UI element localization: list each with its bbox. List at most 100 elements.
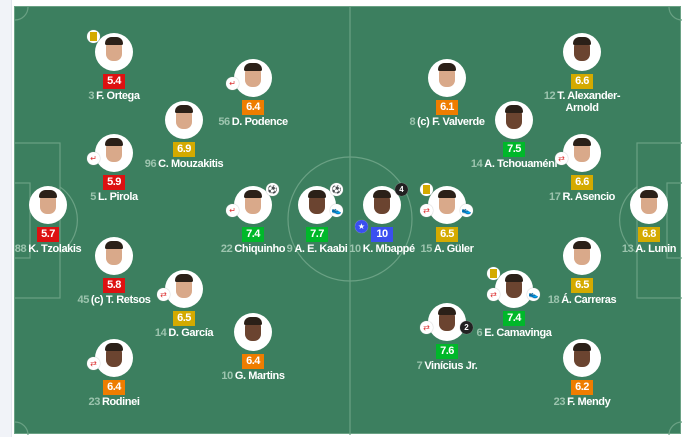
player-home[interactable]: 6.9 96 C. Mouzakitis [139, 101, 229, 170]
rating-badge: 5.4 [103, 74, 125, 89]
player-away[interactable]: 6.2 23 F. Mendy [537, 339, 627, 408]
player-avatar: ↵ [87, 134, 133, 172]
player-name-text: T. Alexander-Arnold [557, 90, 621, 114]
shirt-number: 3 [88, 90, 95, 102]
player-home[interactable]: ↵ ⚽ 7.4 22 Chiquinho [208, 183, 298, 255]
substitution-icon: ⇄ [420, 204, 433, 217]
rating-badge: 6.4 [242, 100, 264, 115]
rating-badge: 6.4 [242, 354, 264, 369]
player-name: 14 A. Tchouaméni [469, 158, 559, 170]
player-name: 22 Chiquinho [208, 243, 298, 255]
player-avatar [87, 30, 133, 71]
goal-icon: ⚽ [330, 183, 343, 196]
player-avatar: ↵ ⚽ [226, 183, 279, 224]
shirt-number: 17 [549, 191, 561, 203]
rating-badge: 5.7 [37, 227, 59, 242]
player-avatar [563, 33, 601, 71]
rating-badge: 6.8 [638, 227, 660, 242]
player-name: 10 K. Mbappé [337, 243, 427, 255]
player-avatar: ⇄ [555, 134, 601, 172]
rating-badge: 6.5 [436, 227, 458, 242]
player-name-text: L. Pirola [97, 191, 138, 203]
player-away[interactable]: ⇄ 6.6 17 R. Asencio [537, 134, 627, 203]
player-home[interactable]: 6.4 10 G. Martins [208, 313, 298, 382]
substitution-icon: ⇄ [157, 288, 170, 301]
player-home[interactable]: ⇄ 6.5 14 D. García [139, 270, 229, 339]
yellow-card-icon [487, 267, 500, 280]
player-name: 17 R. Asencio [537, 191, 627, 203]
player-away[interactable]: ⇄ 👟 6.5 15 A. Güler [402, 183, 492, 255]
player-avatar [95, 237, 133, 275]
player-name-text: K. Tzolakis [28, 243, 82, 255]
player-away[interactable]: 6.5 18 Á. Carreras [537, 237, 627, 306]
substituted-off-icon: ↵ [226, 77, 239, 90]
rating-badge: 6.6 [571, 74, 593, 89]
player-home[interactable]: ⇄ 6.4 23 Rodinei [69, 339, 159, 408]
player-away[interactable]: 4 ★ 10 10 K. Mbappé [337, 183, 427, 255]
player-avatar [234, 313, 272, 351]
player-avatar [29, 186, 67, 224]
goal-count-icon: 4 [395, 183, 408, 196]
shirt-number: 23 [553, 396, 566, 408]
shirt-number: 22 [220, 243, 233, 255]
player-name: 15 A. Güler [402, 243, 492, 255]
goal-icon: ⚽ [266, 183, 279, 196]
player-away[interactable]: 6.1 8 (c) F. Valverde [402, 59, 492, 128]
player-home[interactable]: ↵ 5.9 5 L. Pirola [69, 134, 159, 203]
player-name: 45 (c) T. Retsos [69, 294, 159, 306]
player-name: 9 A. E. Kaabi [272, 243, 362, 255]
shirt-number: 14 [154, 327, 167, 339]
player-name-text: (c) F. Valverde [417, 116, 485, 128]
player-name: 23 Rodinei [69, 396, 159, 408]
player-name-text: R. Asencio [562, 191, 615, 203]
player-away[interactable]: ⇄ 👟 7.4 6 E. Camavinga [469, 267, 559, 339]
player-name-text: F. Ortega [96, 90, 140, 102]
player-name: 3 F. Ortega [69, 90, 159, 102]
substitution-icon: ⇄ [555, 152, 568, 165]
player-name-text: A. E. Kaabi [294, 243, 348, 255]
player-home[interactable]: 5.4 3 F. Ortega [69, 30, 159, 102]
player-home[interactable]: 5.8 45 (c) T. Retsos [69, 237, 159, 306]
player-name-text: D. Podence [231, 116, 288, 128]
player-name-text: Á. Carreras [561, 294, 617, 306]
rating-badge: 7.5 [503, 142, 525, 157]
rating-badge: 6.6 [571, 175, 593, 190]
player-away[interactable]: 6.6 12 T. Alexander-Arnold [537, 33, 627, 114]
player-away[interactable]: 7.5 14 A. Tchouaméni [469, 101, 559, 170]
shirt-number: 7 [416, 360, 423, 372]
player-avatar: ⇄ 👟 [420, 183, 473, 224]
shirt-number: 14 [470, 158, 483, 170]
player-name-text: C. Mouzakitis [158, 158, 224, 170]
shirt-number: 13 [621, 243, 634, 255]
player-avatar [495, 101, 533, 139]
player-avatar: ⇄ 2 [420, 303, 473, 341]
rating-badge: 10 [371, 227, 393, 242]
player-home[interactable]: ↵ 6.4 56 D. Podence [208, 59, 298, 128]
player-name-text: A. Güler [433, 243, 474, 255]
player-avatar: 4 ★ [355, 183, 408, 233]
player-home[interactable]: 5.7 88 K. Tzolakis [3, 186, 93, 255]
player-avatar [563, 339, 601, 377]
rating-badge: 7.4 [242, 227, 264, 242]
player-name-text: F. Mendy [567, 396, 611, 408]
rating-badge: 6.4 [103, 380, 125, 395]
player-name-text: Rodinei [101, 396, 140, 408]
sidebar-strip [0, 0, 12, 437]
pitch-markings [15, 7, 682, 435]
rating-badge: 7.4 [503, 311, 525, 326]
player-away[interactable]: 6.8 13 A. Lunin [604, 186, 683, 255]
player-name: 88 K. Tzolakis [3, 243, 93, 255]
shirt-number: 12 [543, 90, 556, 102]
shirt-number: 10 [221, 370, 233, 382]
player-name-text: G. Martins [234, 370, 285, 382]
player-away[interactable]: ⇄ 2 7.6 7 Vinícius Jr. [402, 303, 492, 372]
shirt-number: 6 [476, 327, 483, 339]
player-name-text: A. Lunin [635, 243, 677, 255]
player-name-text: A. Tchouaméni [484, 158, 558, 170]
player-home[interactable]: ⚽ 👟 7.7 9 A. E. Kaabi [272, 183, 362, 255]
shirt-number: 15 [420, 243, 432, 255]
assist-count-icon: 2 [460, 321, 473, 334]
rating-badge: 5.9 [103, 175, 125, 190]
player-name: 8 (c) F. Valverde [402, 116, 492, 128]
player-name-text: E. Camavinga [484, 327, 552, 339]
